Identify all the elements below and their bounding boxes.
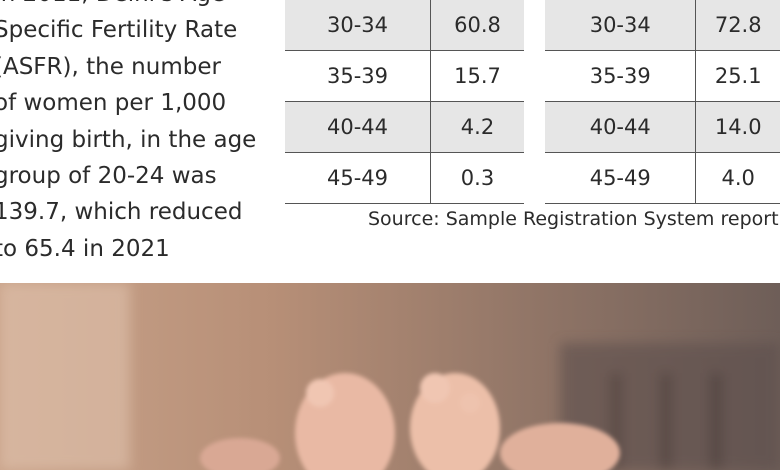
table-row: 35-39 15.7 — [285, 50, 524, 102]
paragraph-line: (ASFR), the number — [0, 53, 221, 80]
table-row: 40-44 4.2 — [285, 101, 524, 153]
rate-cell: 14.0 — [695, 101, 780, 153]
table-row: 30-34 60.8 — [285, 0, 524, 51]
paragraph-line: of women per 1,000 — [0, 90, 227, 117]
table-row: 30-34 72.8 — [545, 0, 780, 51]
fertility-table: 30-34 72.8 35-39 25.1 40-44 14.0 45-49 4.0 — [545, 0, 780, 204]
paragraph-line: 139.7, which reduced — [0, 199, 243, 226]
age-group-cell: 40-44 — [545, 101, 696, 153]
rate-cell: 72.8 — [695, 0, 780, 51]
paragraph-line: Specific Fertility Rate — [0, 17, 238, 44]
rate-cell: 60.8 — [430, 0, 524, 51]
rate-cell: 0.3 — [430, 152, 524, 204]
age-group-cell: 40-44 — [285, 101, 431, 153]
paragraph-line: to 65.4 in 2021 — [0, 235, 170, 262]
rate-cell: 25.1 — [695, 50, 780, 102]
age-group-cell: 45-49 — [285, 152, 431, 204]
rate-cell: 15.7 — [430, 50, 524, 102]
age-group-cell: 30-34 — [545, 0, 696, 51]
fertility-table: 30-34 60.8 35-39 15.7 40-44 4.2 45-49 0.3 — [285, 0, 524, 204]
rate-cell: 4.0 — [695, 152, 780, 204]
paragraph-line: giving birth, in the age — [0, 126, 257, 153]
age-group-cell: 30-34 — [285, 0, 431, 51]
table-row: 40-44 14.0 — [545, 101, 780, 153]
source-note: Source: Sample Registration System repor… — [368, 208, 779, 230]
table-row: 45-49 0.3 — [285, 152, 524, 204]
age-group-cell: 45-49 — [545, 152, 696, 204]
table-row: 35-39 25.1 — [545, 50, 780, 102]
paragraph-line: group of 20-24 was — [0, 163, 217, 190]
paragraph: In 2011, Delhi's Age Specific Fertility R… — [0, 0, 256, 267]
age-group-cell: 35-39 — [285, 50, 431, 102]
rate-cell: 4.2 — [430, 101, 524, 153]
paragraph-line: In 2011, Delhi's Age — [0, 0, 256, 12]
table-row: 45-49 4.0 — [545, 152, 780, 204]
age-group-cell: 35-39 — [545, 50, 696, 102]
baby-feet-photo — [0, 283, 780, 470]
